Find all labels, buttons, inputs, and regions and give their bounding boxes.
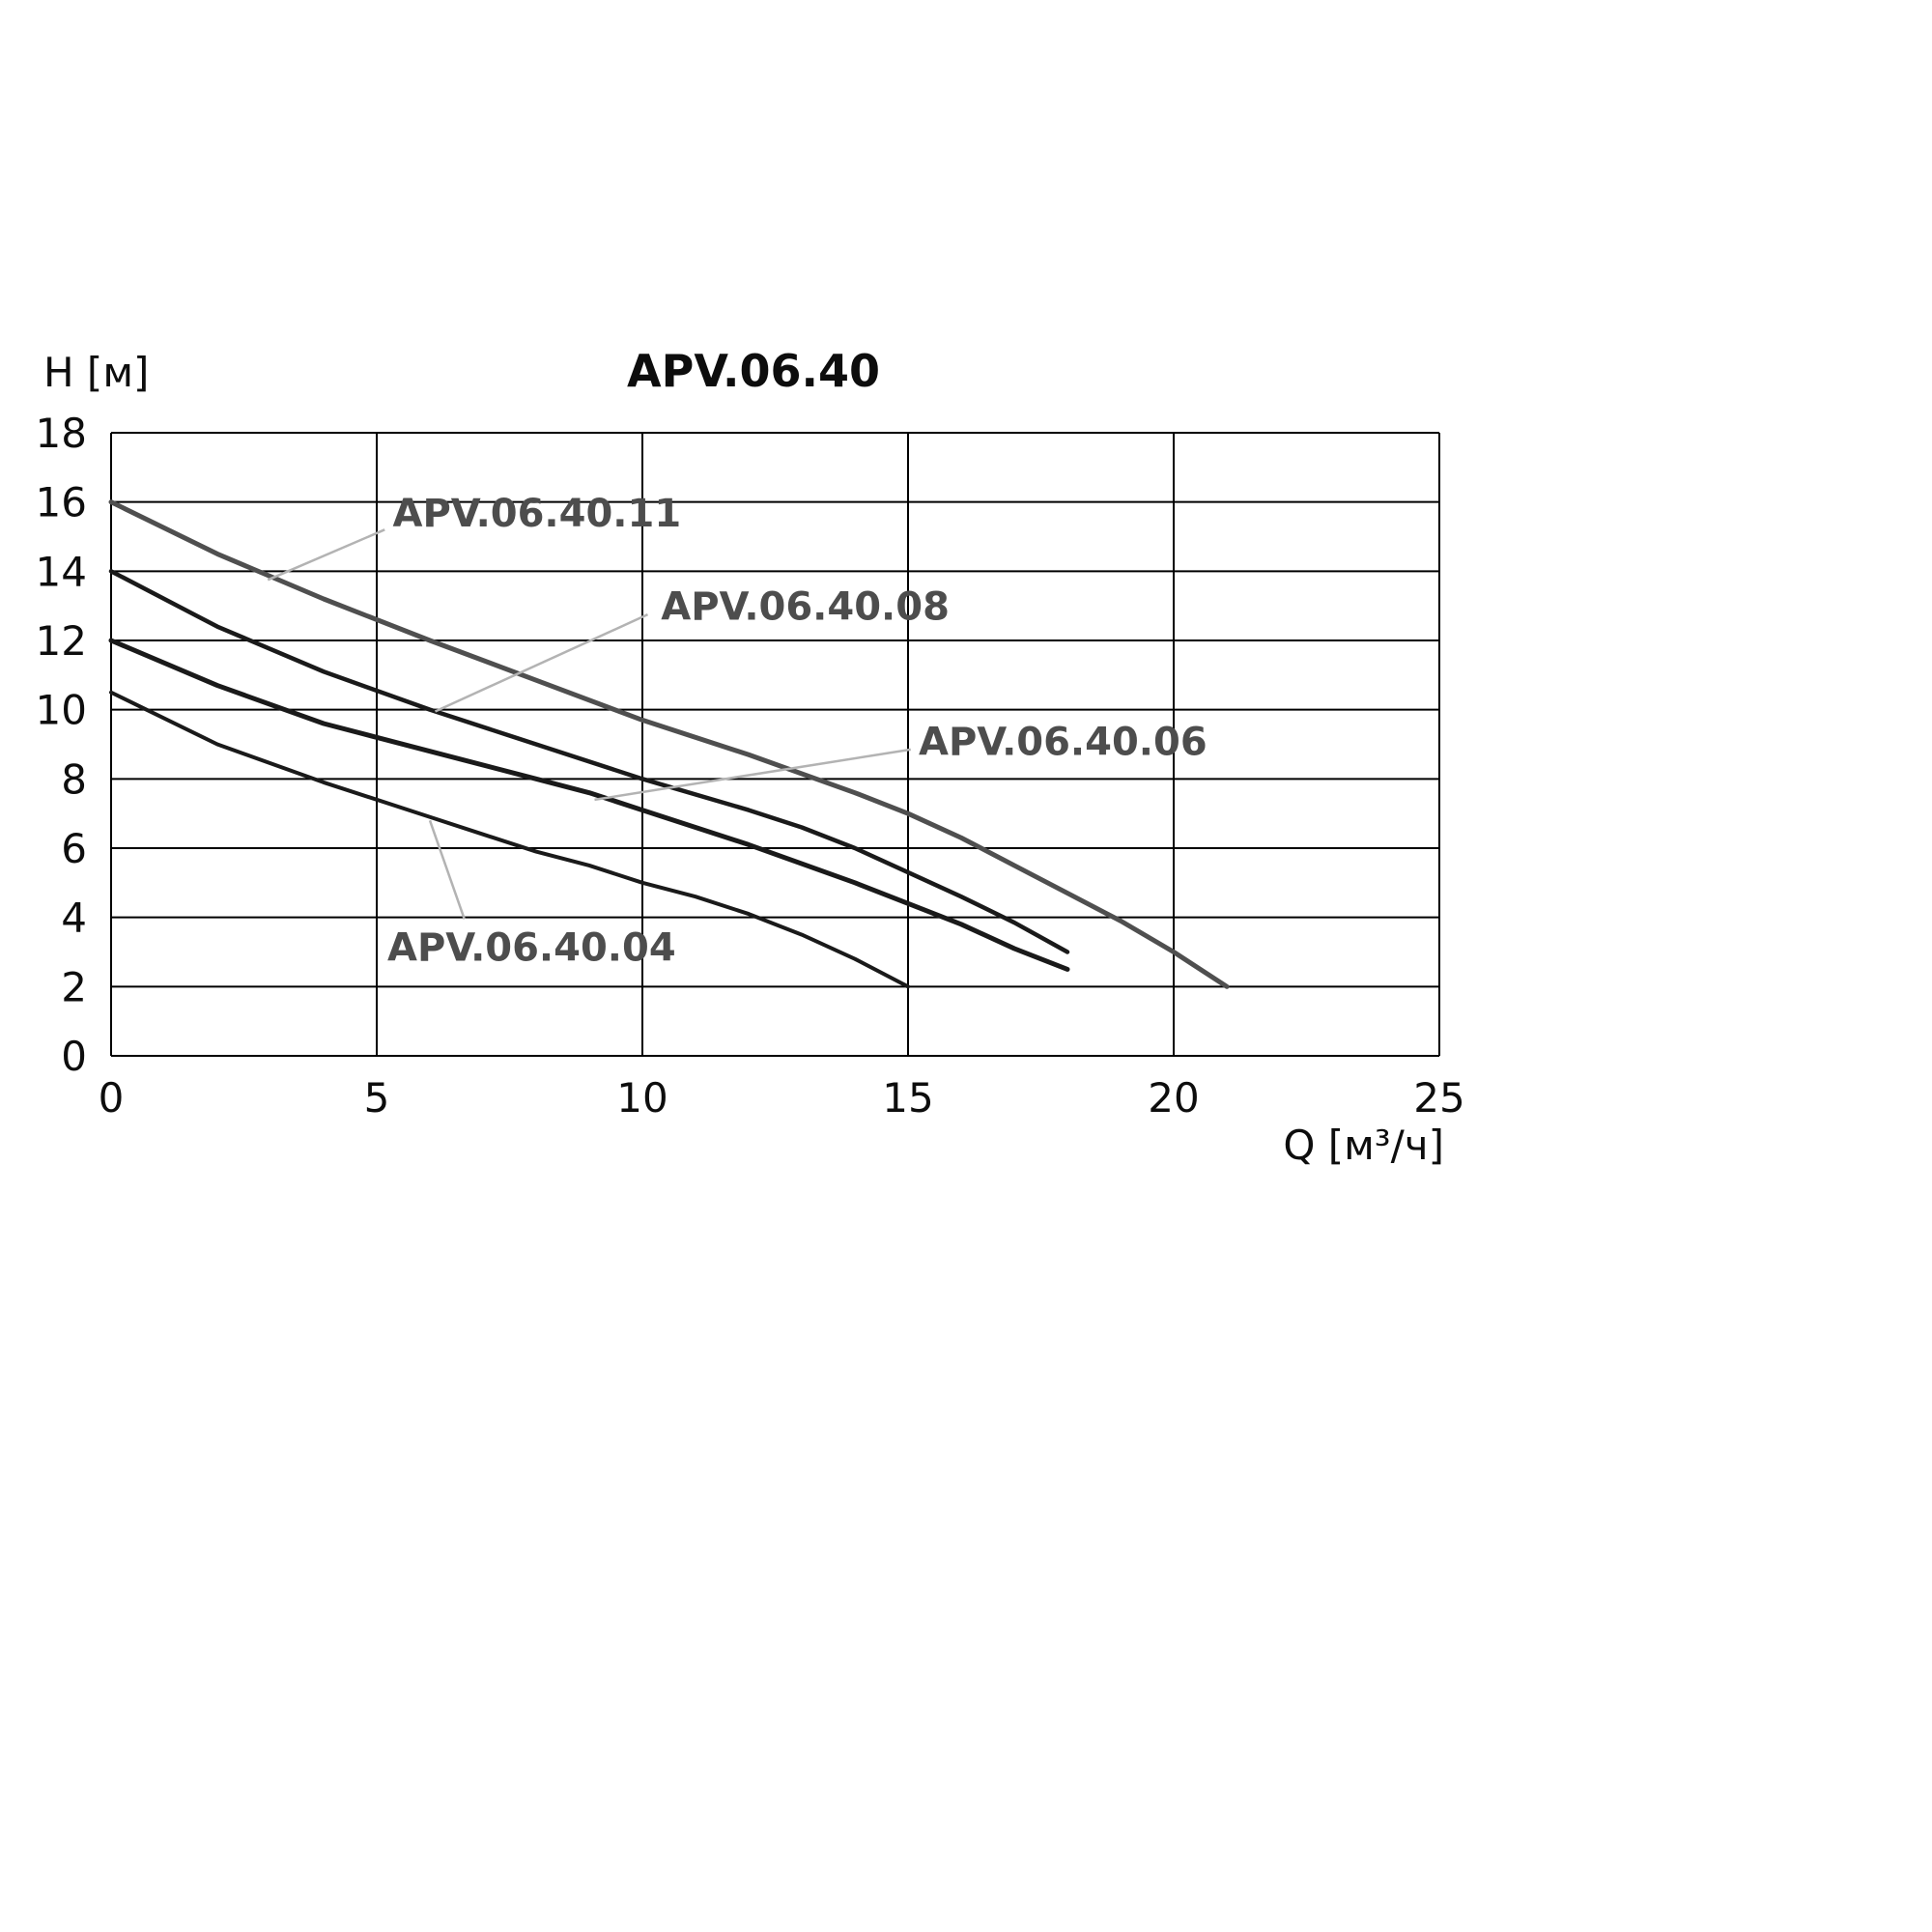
x-tick-label: 5	[364, 1074, 390, 1122]
x-tick-label: 0	[99, 1074, 125, 1122]
annotation-leader-line	[434, 612, 649, 713]
curve-label: APV.06.40.11	[393, 492, 682, 536]
y-tick-label: 2	[61, 963, 87, 1010]
y-axis-label: H [м]	[43, 349, 149, 396]
y-tick-label: 8	[61, 755, 87, 803]
x-tick-label: 25	[1413, 1074, 1464, 1122]
chart-title: APV.06.40	[627, 345, 880, 397]
y-tick-label: 6	[61, 825, 87, 872]
axis-ticks: 0 5 10 15 20 25 0 2 4 6 8 10 12 14 16 18	[36, 410, 1465, 1122]
x-axis-label: Q [м³/ч]	[1283, 1122, 1444, 1169]
x-tick-label: 15	[882, 1074, 933, 1122]
y-tick-label: 10	[36, 687, 87, 734]
y-tick-label: 4	[61, 895, 87, 942]
series-curves	[108, 499, 1230, 989]
y-tick-label: 16	[36, 479, 87, 526]
curve-labels: APV.06.40.11 APV.06.40.08 APV.06.40.06 APV.…	[267, 492, 1208, 970]
series-curve-apv-06-40-04	[109, 690, 910, 989]
series-curve-apv-06-40-06	[108, 638, 1070, 972]
series-curve-apv-06-40-11	[108, 499, 1230, 989]
x-tick-label: 10	[616, 1074, 668, 1122]
annotation-leader-line	[594, 748, 911, 802]
y-tick-label: 12	[36, 617, 87, 665]
annotation-leader-line	[267, 528, 385, 582]
annotation-leader-line	[428, 819, 466, 920]
series-curve-apv-06-40-08	[108, 569, 1070, 954]
grid	[110, 432, 1440, 1057]
curve-label: APV.06.40.04	[387, 925, 676, 970]
x-tick-label: 20	[1148, 1074, 1199, 1122]
curve-label: APV.06.40.08	[661, 585, 950, 630]
curve-label: APV.06.40.06	[919, 720, 1208, 764]
y-tick-label: 14	[36, 548, 87, 595]
y-tick-label: 18	[36, 410, 87, 457]
y-tick-label: 0	[61, 1033, 87, 1080]
